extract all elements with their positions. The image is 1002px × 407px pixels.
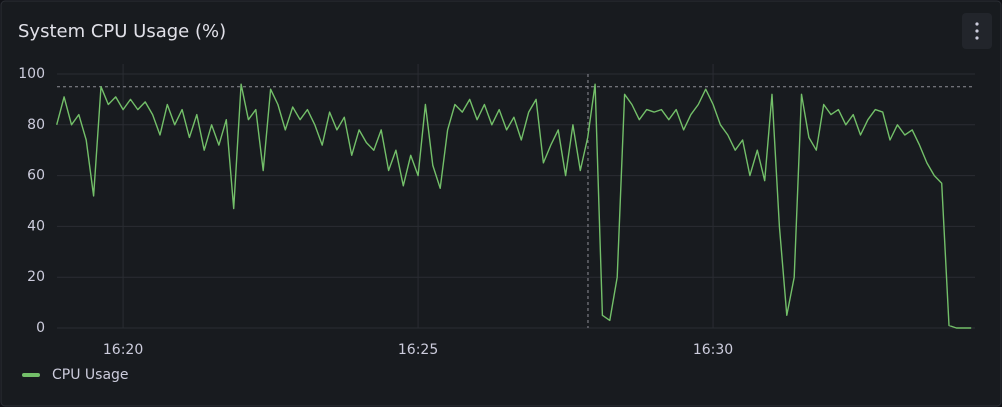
menu-dot <box>975 29 979 33</box>
menu-dot <box>975 22 979 26</box>
x-tick-label: 16:30 <box>693 342 733 358</box>
plot: 0 20 40 60 80 100 16:20 16:25 16:30 CPU Usage <box>18 64 975 383</box>
panel-title: System CPU Usage (%) <box>18 21 226 42</box>
y-tick-label: 20 <box>27 269 45 285</box>
menu-dot <box>975 36 979 40</box>
x-tick-label: 16:25 <box>398 342 438 358</box>
panel-menu[interactable] <box>962 13 992 49</box>
y-tick-label: 0 <box>36 320 45 336</box>
y-tick-label: 100 <box>18 66 45 82</box>
series-line <box>56 83 972 329</box>
y-tick-label: 40 <box>27 218 45 234</box>
legend-swatch[interactable] <box>22 373 40 377</box>
y-tick-label: 60 <box>27 168 45 184</box>
y-tick-label: 80 <box>27 117 45 133</box>
legend-label[interactable]: CPU Usage <box>52 367 129 383</box>
x-tick-label: 16:20 <box>103 342 143 358</box>
